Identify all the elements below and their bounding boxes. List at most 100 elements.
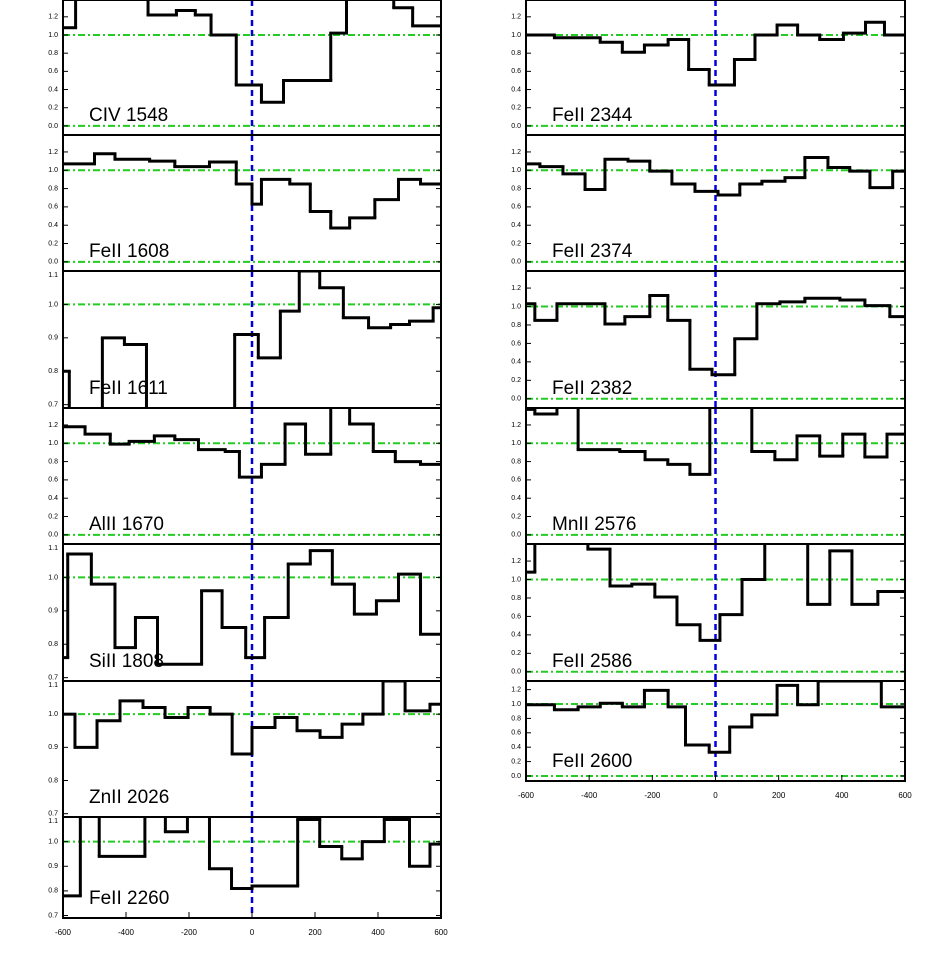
y-tick-label: 0.4 xyxy=(511,86,521,93)
y-tick-label: 0.4 xyxy=(511,222,521,229)
y-tick-label: 0.8 xyxy=(48,50,58,57)
y-tick-label: 0.7 xyxy=(48,402,58,409)
y-tick-label: 0.2 xyxy=(511,377,521,384)
panel-label: FeII 2382 xyxy=(552,378,632,399)
y-tick-label: 0.9 xyxy=(48,608,58,615)
y-tick-label: 0.6 xyxy=(511,204,521,211)
panel-label: SiII 1808 xyxy=(89,651,164,672)
y-tick-label: 0.2 xyxy=(511,240,521,247)
y-tick-label: 1.0 xyxy=(48,301,58,308)
y-tick-label: 1.2 xyxy=(511,149,521,156)
y-tick-label: 0.4 xyxy=(511,632,521,639)
panel-label: FeII 2260 xyxy=(89,888,169,909)
y-tick-label: 0.7 xyxy=(48,811,58,818)
y-tick-label: 0.4 xyxy=(511,359,521,366)
x-tick-label: 0 xyxy=(250,928,255,937)
y-tick-label: 0.8 xyxy=(511,50,521,57)
y-tick-label: 0.8 xyxy=(511,185,521,192)
panel xyxy=(63,0,441,135)
y-tick-label: 0.4 xyxy=(48,495,58,502)
y-tick-label: 0.2 xyxy=(511,105,521,112)
y-tick-label: 1.0 xyxy=(511,576,521,583)
x-tick-label: 600 xyxy=(434,928,448,937)
panel-label: FeII 1608 xyxy=(89,241,169,262)
y-tick-label: 0.8 xyxy=(48,777,58,784)
x-tick-label: -200 xyxy=(644,791,661,800)
y-tick-label: 1.1 xyxy=(48,682,58,689)
y-tick-label: 0.2 xyxy=(48,240,58,247)
y-tick-label: 1.1 xyxy=(48,545,58,552)
x-tick-label: 400 xyxy=(835,791,849,800)
panel xyxy=(63,544,441,681)
y-tick-label: 1.0 xyxy=(511,167,521,174)
panel-label: FeII 1611 xyxy=(89,378,168,399)
y-tick-label: 1.1 xyxy=(48,818,58,825)
y-tick-label: 0.0 xyxy=(511,396,521,403)
y-tick-label: 0.6 xyxy=(48,68,58,75)
y-tick-label: 1.0 xyxy=(511,440,521,447)
y-tick-label: 0.2 xyxy=(48,513,58,520)
y-tick-label: 0.8 xyxy=(511,595,521,602)
y-tick-label: 0.6 xyxy=(48,204,58,211)
x-tick-label: -600 xyxy=(55,928,72,937)
y-tick-label: 1.0 xyxy=(48,838,58,845)
y-tick-label: 0.8 xyxy=(511,715,521,722)
y-tick-label: 1.0 xyxy=(48,440,58,447)
x-tick-label: -400 xyxy=(581,791,598,800)
y-tick-label: 1.0 xyxy=(511,701,521,708)
y-tick-label: 0.0 xyxy=(48,532,58,539)
y-tick-label: 0.2 xyxy=(511,650,521,657)
y-tick-label: 1.2 xyxy=(48,422,58,429)
y-tick-label: 0.9 xyxy=(48,863,58,870)
y-tick-label: 1.2 xyxy=(48,149,58,156)
y-tick-label: 0.6 xyxy=(511,340,521,347)
y-tick-label: 0.8 xyxy=(48,641,58,648)
y-tick-label: 0.6 xyxy=(511,613,521,620)
panel xyxy=(526,0,905,135)
y-tick-label: 1.0 xyxy=(48,711,58,718)
panel xyxy=(526,271,905,408)
y-tick-label: 0.0 xyxy=(48,259,58,266)
x-tick-label: 600 xyxy=(898,791,912,800)
y-tick-label: 1.2 xyxy=(511,14,521,21)
x-tick-label: 400 xyxy=(371,928,385,937)
y-tick-label: 0.4 xyxy=(48,222,58,229)
y-tick-label: 1.0 xyxy=(48,32,58,39)
y-tick-label: 0.0 xyxy=(511,259,521,266)
panel xyxy=(526,135,905,271)
panel-label: FeII 2374 xyxy=(552,241,633,262)
y-tick-label: 0.8 xyxy=(511,322,521,329)
panel xyxy=(63,408,441,544)
panel xyxy=(63,681,441,817)
panel-label: MnII 2576 xyxy=(552,514,637,535)
y-tick-label: 0.2 xyxy=(511,758,521,765)
panel xyxy=(63,817,441,918)
x-tick-label: -400 xyxy=(118,928,135,937)
panel-label: FeII 2600 xyxy=(552,751,632,772)
y-tick-label: 0.8 xyxy=(48,458,58,465)
y-tick-label: 1.2 xyxy=(511,558,521,565)
y-tick-label: 0.0 xyxy=(511,773,521,780)
y-tick-label: 0.6 xyxy=(511,68,521,75)
panel-label: ZnII 2026 xyxy=(89,787,169,808)
x-tick-label: 0 xyxy=(713,791,718,800)
panel-label: FeII 2344 xyxy=(552,105,633,126)
x-tick-label: -600 xyxy=(518,791,535,800)
y-tick-label: 1.0 xyxy=(48,574,58,581)
y-tick-label: 0.6 xyxy=(48,477,58,484)
x-tick-label: 200 xyxy=(772,791,786,800)
panel-label: AlII 1670 xyxy=(89,514,164,535)
y-tick-label: 0.2 xyxy=(511,513,521,520)
y-tick-label: 0.7 xyxy=(48,675,58,682)
y-tick-label: 0.9 xyxy=(48,744,58,751)
y-tick-label: 1.0 xyxy=(48,167,58,174)
y-tick-label: 1.2 xyxy=(511,422,521,429)
y-tick-label: 0.0 xyxy=(511,669,521,676)
y-tick-label: 0.4 xyxy=(511,495,521,502)
y-tick-label: 0.4 xyxy=(48,86,58,93)
y-tick-label: 1.1 xyxy=(48,272,58,279)
y-tick-label: 1.2 xyxy=(48,14,58,21)
y-tick-label: 0.8 xyxy=(511,458,521,465)
y-tick-label: 1.2 xyxy=(511,285,521,292)
